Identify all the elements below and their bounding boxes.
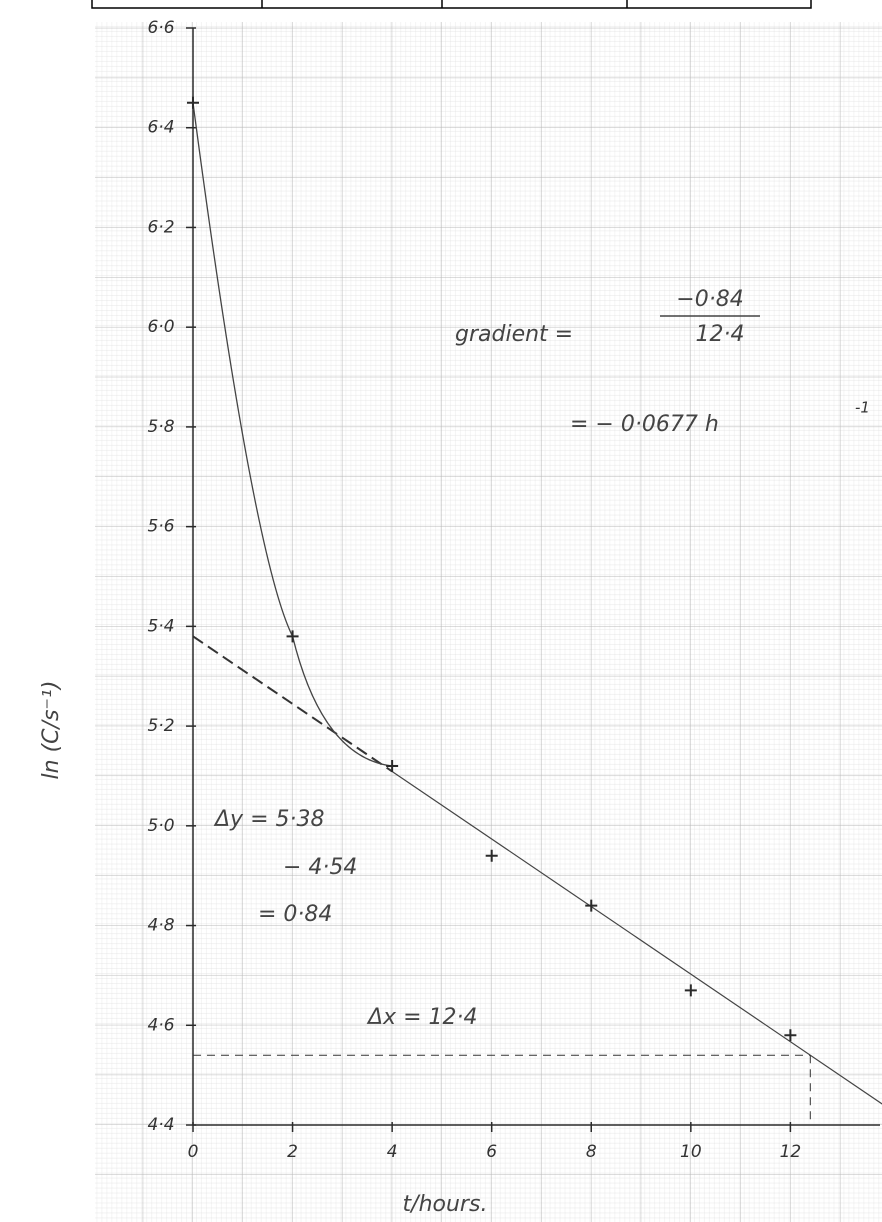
page: gradient = −0·84 12·4 = − 0·0677 h -1 Δy… xyxy=(0,0,882,1222)
annotation: −0·84 xyxy=(676,287,743,312)
annotation: Δy = 5·38 xyxy=(213,807,324,832)
x-tick-label: 12 xyxy=(780,1142,802,1162)
y-tick-label: 5·8 xyxy=(147,417,174,437)
annotation: -1 xyxy=(855,399,870,417)
x-tick-label: 2 xyxy=(287,1142,298,1162)
y-tick-label: 6·0 xyxy=(147,317,174,337)
table-edge xyxy=(92,0,811,8)
x-tick-label: 4 xyxy=(387,1142,398,1162)
y-tick-label: 6·6 xyxy=(147,18,174,38)
y-axis-label: ln (C/s⁻¹) xyxy=(39,681,64,780)
y-tick-label: 5·4 xyxy=(147,616,174,636)
annotation: − 4·54 xyxy=(283,855,357,880)
y-tick-label: 5·6 xyxy=(147,517,174,537)
y-tick-label: 6·2 xyxy=(147,217,174,237)
y-tick-label: 6·4 xyxy=(147,118,174,138)
chart: gradient = −0·84 12·4 = − 0·0677 h -1 Δy… xyxy=(0,0,882,1222)
y-tick-label: 4·4 xyxy=(147,1115,174,1135)
graph-paper xyxy=(95,22,882,1222)
y-tick-label: 4·8 xyxy=(147,916,174,936)
annotation: = − 0·0677 h xyxy=(570,412,719,437)
x-tick-label: 6 xyxy=(486,1142,497,1162)
y-tick-label: 4·6 xyxy=(147,1015,174,1035)
annotation: gradient = xyxy=(455,322,573,347)
x-tick-label: 0 xyxy=(188,1142,199,1162)
annotation: Δx = 12·4 xyxy=(366,1005,477,1030)
annotation: 12·4 xyxy=(696,322,745,347)
y-tick-label: 5·0 xyxy=(147,816,174,836)
x-tick-label: 10 xyxy=(680,1142,702,1162)
y-tick-label: 5·2 xyxy=(147,716,174,736)
annotation: = 0·84 xyxy=(258,902,332,927)
x-tick-label: 8 xyxy=(586,1142,597,1162)
x-axis-label: t/hours. xyxy=(403,1192,488,1217)
